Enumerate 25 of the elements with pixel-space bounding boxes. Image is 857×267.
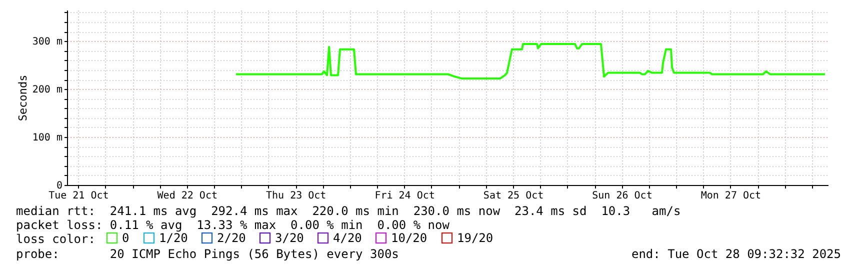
text: median rtt: 241.1 ms avg 292.4 ms max 220.0 ms min 230.0 ms now 23.4 ms sd 10.3 am/s	[16, 204, 681, 218]
line-series	[234, 43, 826, 80]
legend-label: 19/20	[457, 231, 494, 245]
x-tick-label: Sat 25 Oct	[483, 190, 544, 202]
text: probe: 20 ICMP Echo Pings (56 Bytes) every 300s	[16, 247, 399, 261]
x-tick-label: Tue 21 Oct	[48, 190, 109, 202]
legend-label: 10/20	[391, 231, 428, 245]
legend-title: loss color:	[16, 232, 96, 246]
legend-label: 4/20	[333, 231, 362, 245]
x-tick-label: Wed 22 Oct	[157, 190, 218, 202]
legend-label: 1/20	[159, 231, 188, 245]
y-tick-label: 300 m	[32, 36, 62, 48]
x-tick-label: Mon 27 Oct	[700, 190, 762, 202]
x-tick-label: Sun 26 Oct	[592, 190, 652, 202]
y-tick-label: 100 m	[32, 132, 62, 144]
x-tick-label: Thu 23 Oct	[266, 190, 326, 202]
legend-label: 3/20	[275, 231, 304, 245]
text: packet loss: 0.11 % avg 13.33 % max 0.00 % min 0.00 % now	[16, 218, 450, 232]
y-axis-title: Seconds	[16, 74, 30, 122]
y-tick-label: 200 m	[32, 84, 62, 96]
y-tick-label: 0	[56, 180, 62, 192]
legend-label: 0	[122, 231, 130, 245]
x-tick-label: Fri 24 Oct	[374, 190, 435, 202]
legend-label: 2/20	[217, 231, 246, 245]
text: end: Tue Oct 28 09:32:32 2025	[631, 247, 841, 261]
